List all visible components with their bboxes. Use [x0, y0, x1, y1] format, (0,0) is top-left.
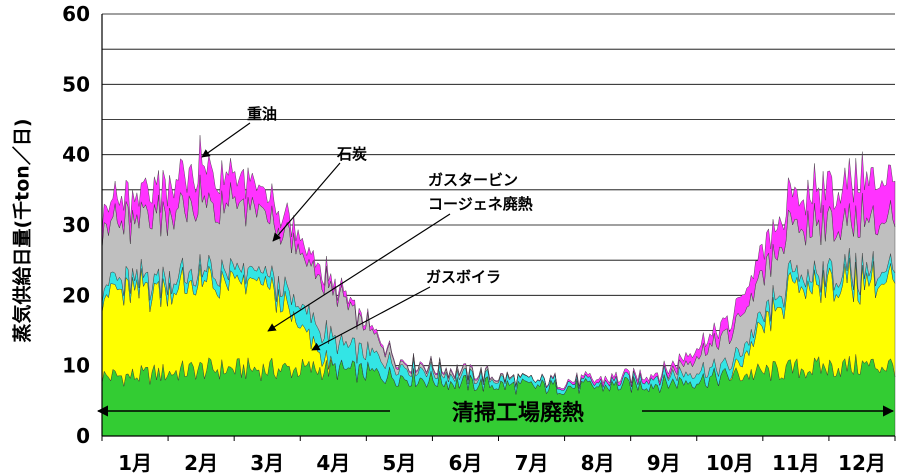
x-tick-label: 10月: [706, 451, 754, 475]
band-label-bg: [398, 396, 638, 426]
annotation-arrow: [201, 122, 251, 158]
annotation-label-gas-boiler: ガスボイラ: [426, 268, 501, 286]
x-tick-label: 12月: [838, 451, 886, 475]
y-tick-label: 10: [62, 354, 90, 378]
annotation-label-coal: 石炭: [336, 145, 367, 163]
annotation-label-waste-heat: 清掃工場廃熱: [452, 400, 584, 426]
x-tick-label: 1月: [118, 451, 152, 475]
x-tick-label: 4月: [316, 451, 350, 475]
x-tick-label: 7月: [515, 451, 549, 475]
x-tick-label: 3月: [250, 451, 284, 475]
annotation-arrow: [267, 213, 451, 332]
y-tick-label: 60: [62, 2, 90, 26]
annotation-arrow: [272, 162, 341, 242]
y-tick-label: 40: [62, 143, 90, 167]
y-tick-label: 20: [62, 283, 90, 307]
annotation-label-cogeneration: コージェネ廃熱: [428, 195, 533, 213]
x-tick-label: 8月: [581, 451, 615, 475]
annotation-arrow: [311, 286, 431, 351]
x-tick-label: 5月: [382, 451, 416, 475]
series-area: [101, 135, 896, 391]
annotation-label-heavy-oil: 重油: [247, 105, 277, 123]
x-tick-label: 6月: [448, 451, 482, 475]
annotation-label-gas-turbine: ガスタービン: [428, 171, 518, 189]
x-tick-label: 9月: [647, 451, 681, 475]
x-tick-label: 2月: [184, 451, 218, 475]
y-tick-label: 50: [62, 72, 90, 96]
y-tick-label: 30: [62, 213, 90, 237]
y-tick-label: 0: [76, 424, 90, 448]
x-tick-label: 11月: [772, 451, 820, 475]
